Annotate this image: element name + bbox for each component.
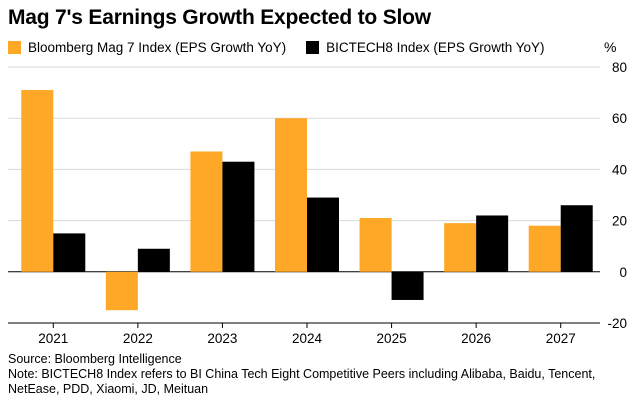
bar-bictech8	[476, 215, 509, 272]
legend-swatch-mag7	[8, 40, 21, 54]
legend-item-mag7: Bloomberg Mag 7 Index (EPS Growth YoY)	[8, 40, 286, 55]
x-tick-label: 2026	[461, 331, 491, 346]
x-tick-label: 2024	[292, 331, 323, 346]
bar-bictech8	[391, 271, 424, 300]
bar-bictech8	[307, 197, 339, 272]
legend-label-bictech8: BICTECH8 Index (EPS Growth YoY)	[326, 39, 545, 55]
bar-mag7	[105, 271, 138, 311]
bar-mag7	[190, 151, 223, 272]
legend-swatch-bictech8	[306, 40, 320, 54]
x-tick-label: 2025	[377, 331, 407, 346]
bar-mag7	[359, 218, 392, 272]
bar-bictech8	[53, 233, 86, 272]
y-axis-unit: %	[604, 39, 617, 55]
bar-bictech8	[222, 161, 255, 272]
legend-label-mag7: Bloomberg Mag 7 Index (EPS Growth YoY)	[28, 39, 287, 55]
legend: Bloomberg Mag 7 Index (EPS Growth YoY) B…	[8, 38, 564, 56]
bar-mag7	[444, 223, 477, 272]
y-tick-label: 60	[612, 111, 627, 126]
bar-mag7	[275, 118, 307, 272]
x-tick-label: 2023	[207, 331, 237, 346]
y-tick-label: 80	[612, 60, 627, 75]
source-note: Source: Bloomberg Intelligence	[8, 352, 182, 366]
y-tick-label: 20	[612, 214, 627, 229]
footer: Source: Bloomberg Intelligence Note: BIC…	[8, 352, 632, 397]
legend-item-bictech8: BICTECH8 Index (EPS Growth YoY)	[306, 40, 544, 55]
x-tick-label: 2021	[38, 331, 68, 346]
y-tick-label: 40	[612, 162, 627, 177]
footnote: Note: BICTECH8 Index refers to BI China …	[8, 367, 596, 396]
bar-mag7	[528, 225, 561, 272]
x-tick-label: 2022	[123, 331, 153, 346]
chart-title: Mag 7's Earnings Growth Expected to Slow	[8, 6, 431, 29]
bar-bictech8	[137, 248, 170, 272]
bar-mag7	[21, 90, 54, 272]
y-tick-label: -20	[607, 316, 627, 331]
bar-bictech8	[560, 205, 593, 272]
y-tick-label: 0	[619, 265, 627, 280]
x-tick-label: 2027	[546, 331, 576, 346]
